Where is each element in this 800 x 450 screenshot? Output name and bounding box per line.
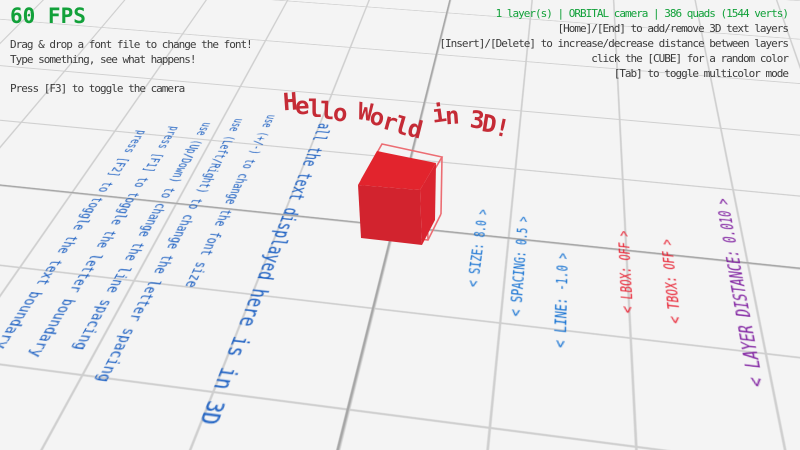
hint-drag-drop-font: Drag & drop a font file to change the fo… bbox=[10, 38, 253, 51]
cube-right-face bbox=[420, 163, 436, 245]
hud-top-right: 1 layer(s) | ORBITAL camera | 386 quads … bbox=[439, 6, 789, 81]
hint-cube-random-color: click the [CUBE] for a random color bbox=[591, 52, 789, 65]
hint-toggle-camera: Press [F3] to toggle the camera bbox=[10, 82, 185, 95]
cube-left-face bbox=[358, 185, 422, 245]
status-line: 1 layer(s) | ORBITAL camera | 386 quads … bbox=[495, 7, 789, 20]
hello-world-text: Hello World in 3D! bbox=[282, 87, 510, 145]
hint-layer-distance: [Insert]/[Delete] to increase/decrease d… bbox=[439, 37, 789, 50]
hint-add-remove-layers: [Home]/[End] to add/remove 3D text layer… bbox=[557, 22, 789, 35]
fps-counter: 60 FPS bbox=[10, 4, 86, 28]
hud-top-left: 60 FPS Drag & drop a font file to change… bbox=[10, 4, 253, 96]
cube-top-face bbox=[358, 151, 436, 190]
hint-type-something: Type something, see what happens! bbox=[10, 53, 197, 66]
hint-multicolor-mode: [Tab] to toggle multicolor mode bbox=[613, 67, 789, 80]
